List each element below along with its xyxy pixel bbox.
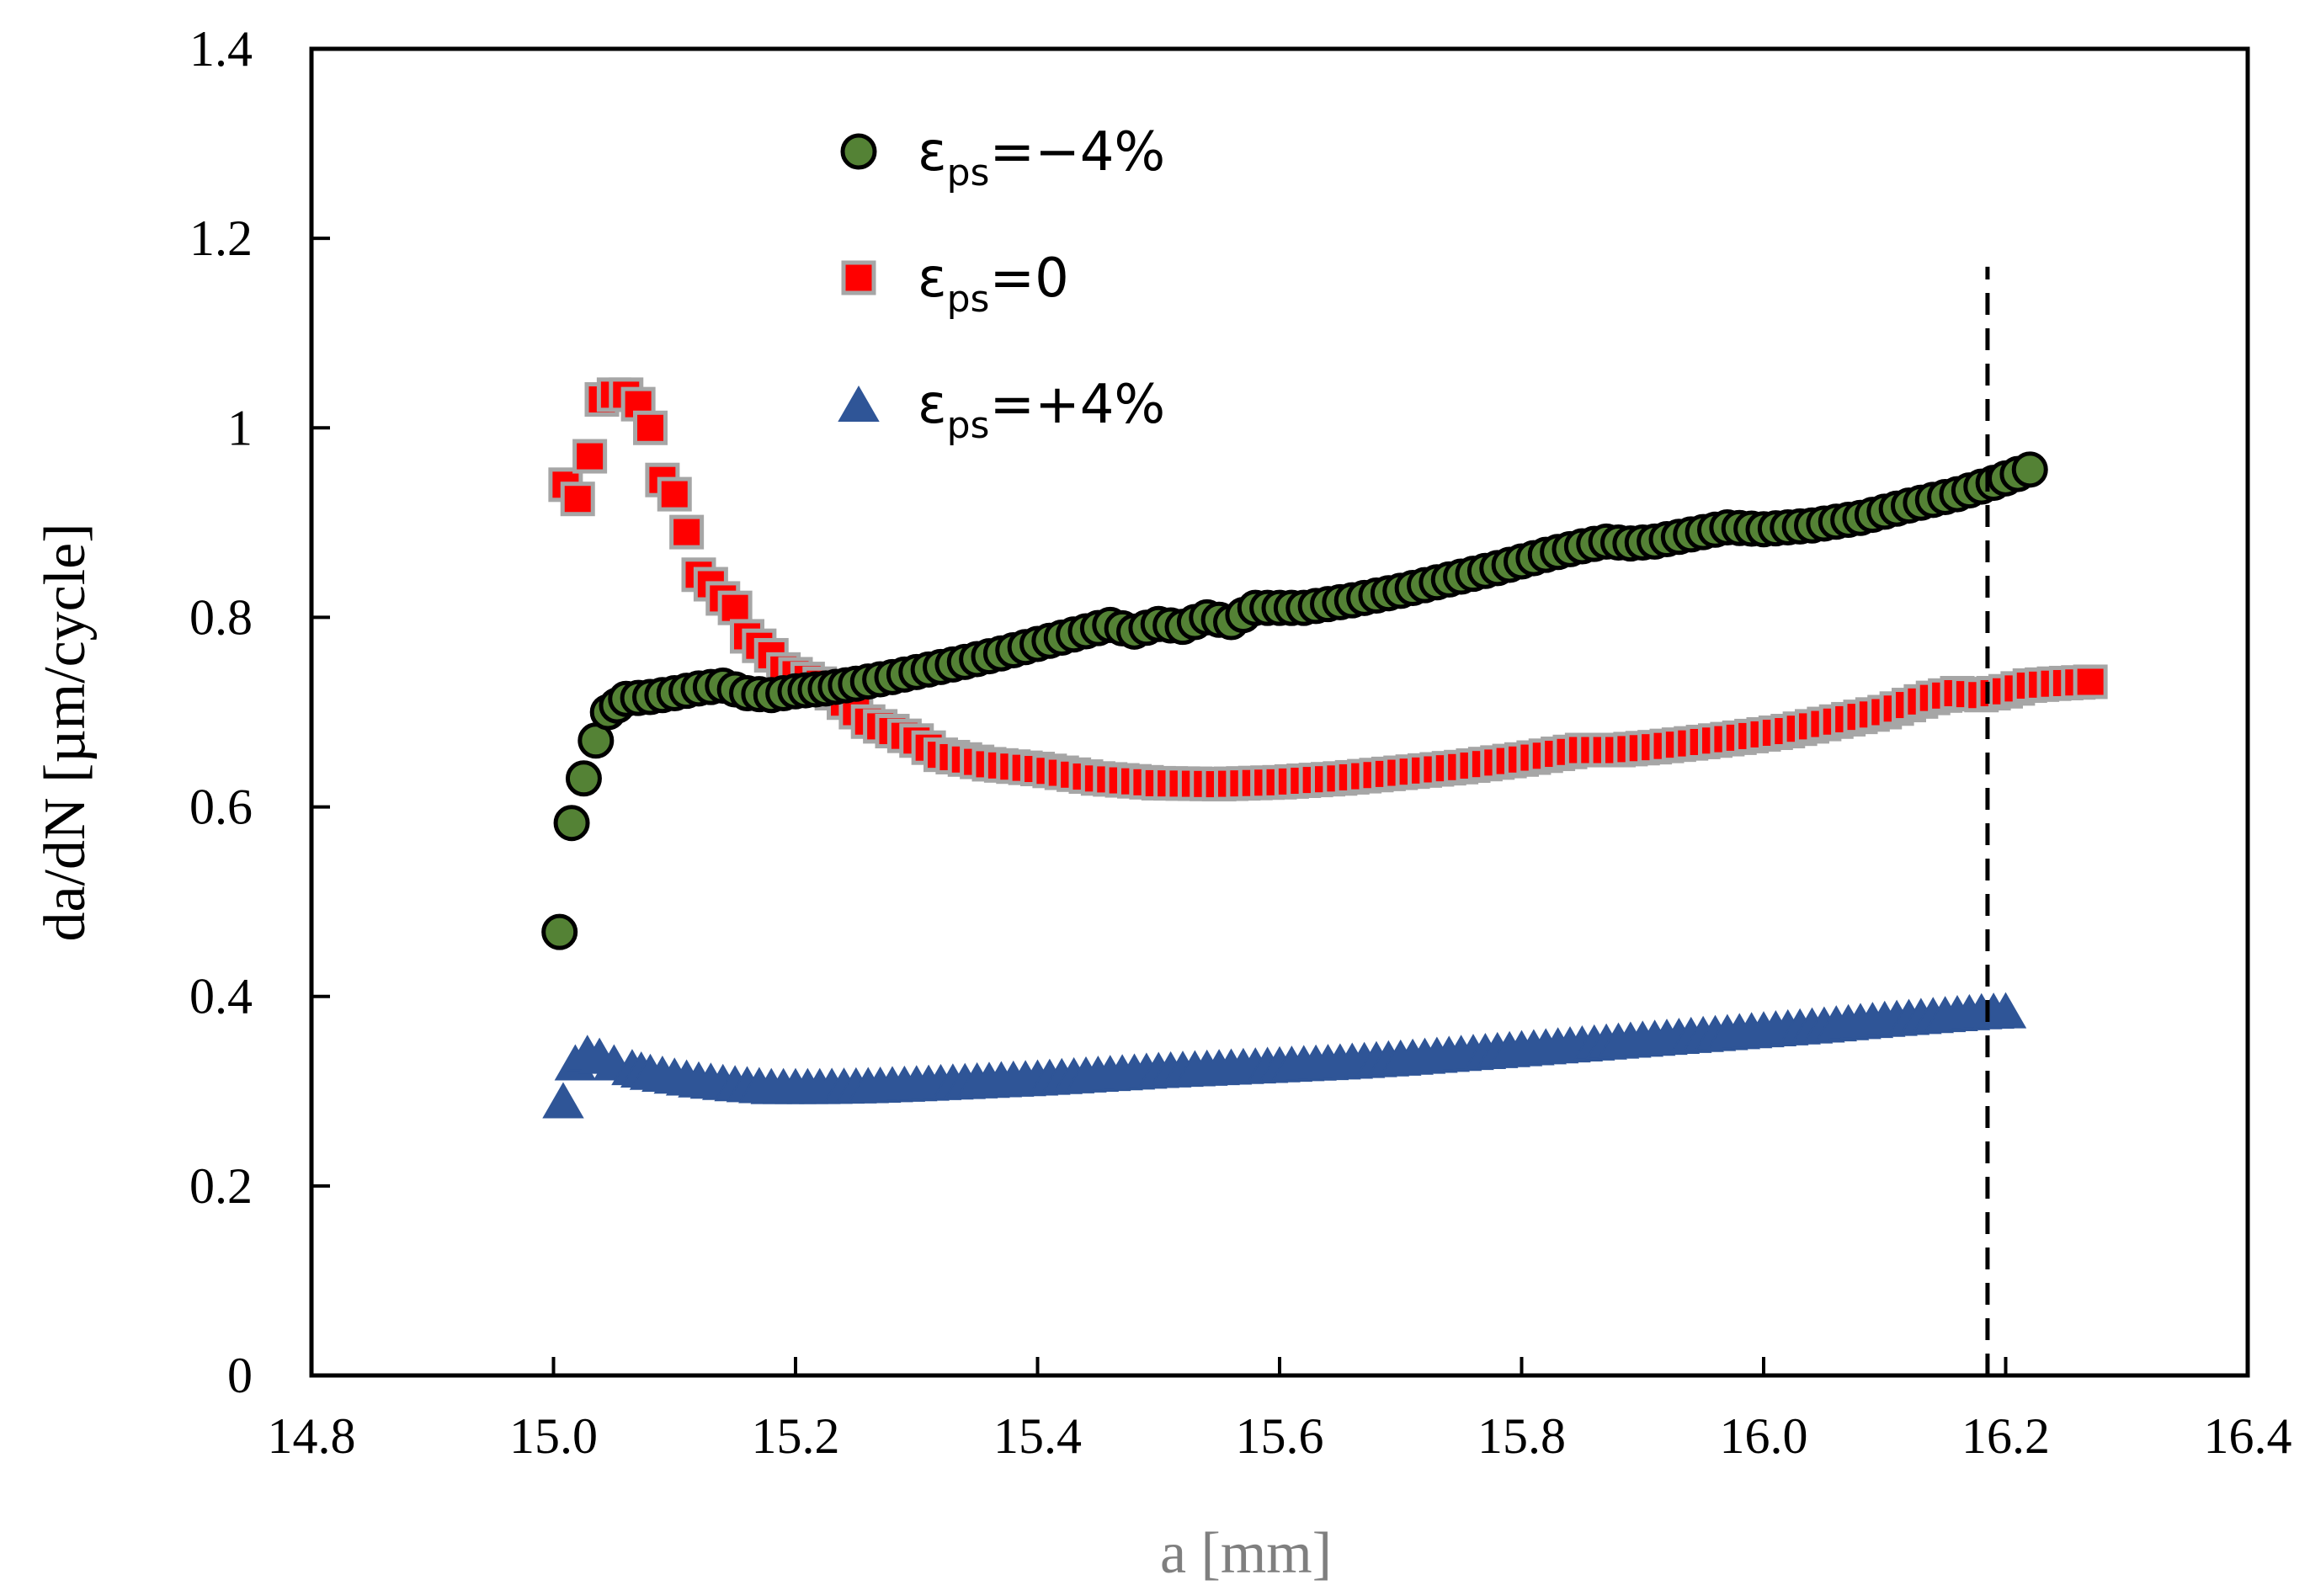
data-point-square: [657, 476, 692, 512]
y-tick-label: 1.2: [189, 210, 253, 266]
legend-subscript: ps: [947, 152, 990, 194]
legend-label: εps=0: [918, 247, 1069, 321]
y-tick-label: 0.4: [189, 969, 253, 1024]
x-tick-label: 15.8: [1477, 1408, 1566, 1464]
data-point-circle: [541, 913, 578, 950]
legend-label: εps=+4%: [918, 374, 1165, 447]
axes: 14.8 15.0 15.2 15.4 15.6 15.8 16.0 16.2 16.4 0 0.2…: [189, 21, 2292, 1464]
legend-entry: εps=0: [841, 247, 1069, 321]
legend-subscript: ps: [947, 278, 990, 321]
legend-symbol: ε: [918, 374, 947, 436]
data-point-square: [717, 590, 753, 625]
legend-value: =+4%: [989, 374, 1165, 436]
legend-label: εps=−4%: [918, 121, 1165, 194]
y-tick-label: 0.8: [189, 589, 253, 645]
legend-marker-circle: [840, 133, 877, 170]
y-tick-label: 1: [227, 400, 253, 455]
data-point-triangle: [1984, 992, 2027, 1029]
legend-value: =−4%: [989, 121, 1165, 184]
legend-entry: εps=+4%: [838, 374, 1165, 447]
x-tick-label: 16.0: [1720, 1408, 1808, 1464]
y-tick-label: 1.4: [189, 21, 253, 77]
legend-entry: εps=−4%: [840, 121, 1165, 194]
y-axis-title: da/dN [µm/cycle]: [33, 523, 98, 941]
data-point-square: [669, 514, 705, 550]
x-tick-label: 15.4: [993, 1408, 1082, 1464]
data-point-square: [633, 410, 668, 445]
x-axis-title: a [mm]: [1160, 1521, 1332, 1586]
data-point-square: [560, 481, 595, 517]
data-point-circle: [565, 760, 602, 797]
data-point-triangle: [542, 1082, 584, 1119]
data-point-square: [572, 439, 608, 474]
legend-symbol: ε: [918, 121, 947, 184]
data-point-square: [2073, 664, 2108, 700]
legend-subscript: ps: [947, 404, 990, 447]
legend-value: =0: [989, 247, 1068, 310]
y-tick-label: 0.6: [189, 779, 253, 835]
legend-symbol: ε: [918, 247, 947, 310]
legend-marker-triangle: [838, 385, 880, 422]
series-triangle-group: [542, 992, 2027, 1119]
x-tick-label: 15.2: [752, 1408, 840, 1464]
data-point-circle: [2011, 451, 2048, 488]
x-tick-label: 16.4: [2204, 1408, 2292, 1464]
x-tick-label: 14.8: [268, 1408, 356, 1464]
data-point-circle: [553, 805, 590, 842]
plot-area: [541, 266, 2108, 1375]
x-tick-label: 15.6: [1236, 1408, 1324, 1464]
y-tick-label: 0.2: [189, 1158, 253, 1214]
series-square-group: [548, 377, 2108, 802]
x-tick-label: 16.2: [1961, 1408, 2050, 1464]
y-tick-label: 0: [227, 1348, 253, 1403]
series-circle-group: [541, 451, 2048, 950]
legend-marker-square: [841, 260, 876, 295]
x-tick-label: 15.0: [509, 1408, 598, 1464]
